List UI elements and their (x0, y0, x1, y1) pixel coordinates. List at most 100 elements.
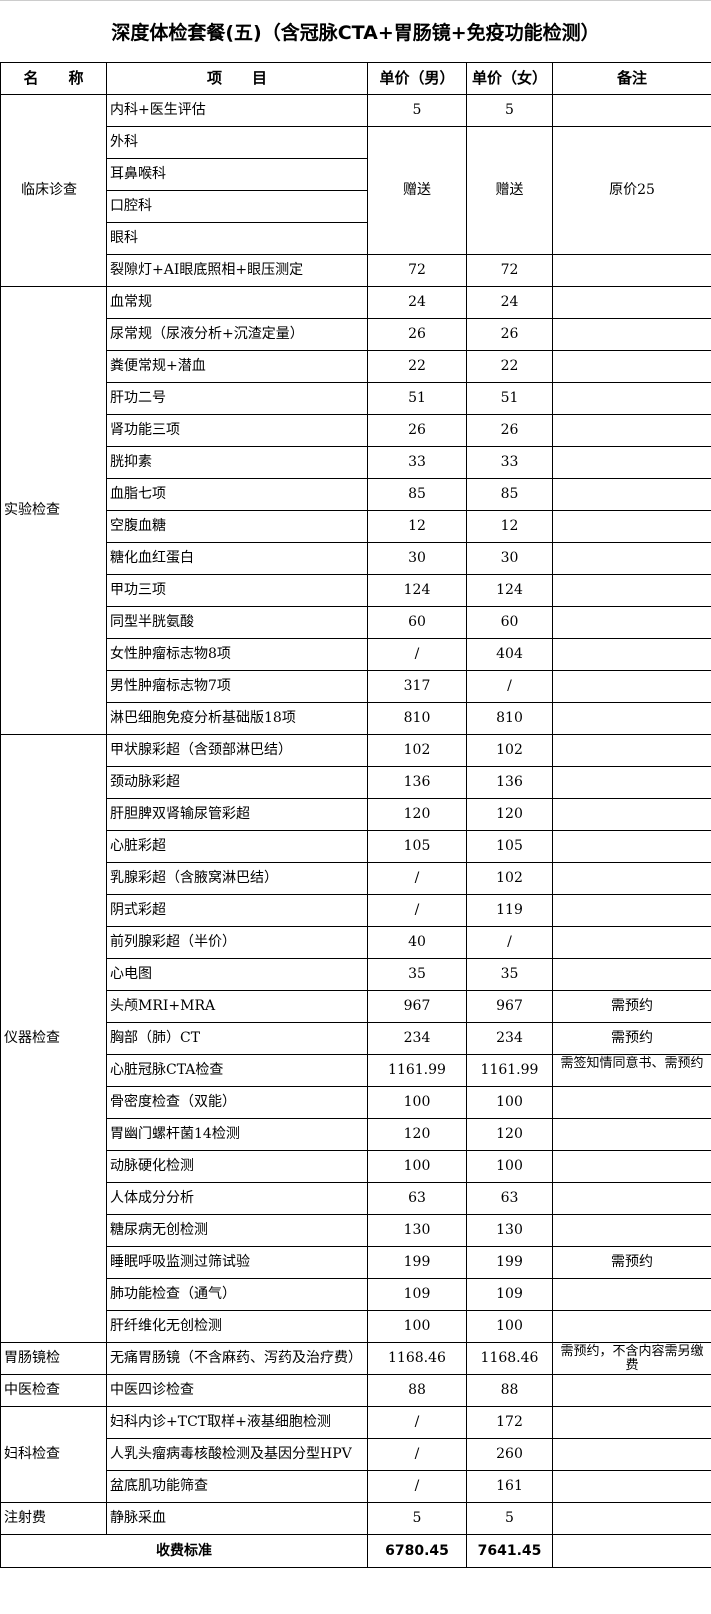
item-cell: 肝纤维化无创检测 (106, 1310, 368, 1343)
table-row: 盆底肌功能筛查/161 (1, 1470, 711, 1503)
table-row: 颈动脉彩超 136 136 (1, 766, 711, 799)
male-price-cell: 124 (367, 574, 467, 607)
male-price-cell: 60 (367, 606, 467, 639)
item-cell: 耳鼻喉科 (106, 158, 368, 191)
female-price-cell: 51 (466, 382, 553, 415)
table-row: 骨密度检查（双能） 100 100 (1, 1086, 711, 1119)
item-cell: 糖化血红蛋白 (106, 542, 368, 575)
item-cell: 盆底肌功能筛查 (106, 1470, 368, 1503)
item-cell: 肺功能检查（通气） (106, 1278, 368, 1311)
male-price-cell: 51 (367, 382, 467, 415)
item-cell: 肝胆脾双肾输尿管彩超 (106, 798, 368, 831)
note-cell (552, 798, 711, 831)
note-cell (552, 414, 711, 447)
note-cell (552, 542, 711, 575)
item-cell: 口腔科 (106, 190, 368, 223)
male-price-cell: 85 (367, 478, 467, 511)
note-cell (552, 254, 711, 287)
table-row: 胃幽门螺杆菌14检测 120 120 (1, 1118, 711, 1151)
female-price-cell: 5 (466, 94, 553, 127)
table-row: 胃肠镜检 无痛胃肠镜（不含麻药、泻药及治疗费） 1168.46 1168.46 需预约，… (0, 1342, 711, 1375)
note-cell (552, 286, 711, 319)
male-price-cell: 100 (367, 1150, 467, 1183)
female-price-cell: 72 (466, 254, 553, 287)
note-cell (552, 1438, 711, 1471)
item-cell: 动脉硬化检测 (106, 1150, 368, 1183)
note-cell (552, 574, 711, 607)
item-cell: 人乳头瘤病毒核酸检测及基因分型HPV (106, 1438, 368, 1471)
male-price-cell: 102 (367, 734, 467, 767)
item-cell: 胃幽门螺杆菌14检测 (106, 1118, 368, 1151)
male-price-cell: 33 (367, 446, 467, 479)
category-cell: 中医检查 (0, 1374, 107, 1407)
table-row: 前列腺彩超（半价） 40/ (1, 926, 711, 959)
female-price-cell: 35 (466, 958, 553, 991)
table-row: 心脏彩超 105 105 (1, 830, 711, 863)
female-price-cell: 100 (466, 1086, 553, 1119)
female-price-cell: 120 (466, 1118, 553, 1151)
female-price-cell: 24 (466, 286, 553, 319)
page-title: 深度体检套餐(五)（含冠脉CTA+胃肠镜+免疫功能检测） (0, 0, 711, 62)
male-price-cell: 26 (367, 414, 467, 447)
female-price-cell: 124 (466, 574, 553, 607)
total-note (552, 1534, 711, 1568)
note-cell (552, 638, 711, 671)
item-cell: 心脏冠脉CTA检查 (106, 1054, 368, 1087)
male-price-cell: 967 (367, 990, 467, 1023)
male-price-cell: 105 (367, 830, 467, 863)
female-price-cell: / (466, 670, 553, 703)
table-row: 男性肿瘤标志物7项 317/ (1, 670, 711, 703)
note-cell (552, 1086, 711, 1119)
female-price-cell: 810 (466, 702, 553, 735)
male-price-cell: 5 (367, 1502, 467, 1535)
item-cell: 甲功三项 (106, 574, 368, 607)
table-row: 乳腺彩超（含腋窝淋巴结）/102 (1, 862, 711, 895)
note-cell (552, 1502, 711, 1535)
item-cell: 前列腺彩超（半价） (106, 926, 368, 959)
note-cell (552, 862, 711, 895)
item-cell: 粪便常规+潜血 (106, 350, 368, 383)
table-row: 心电图 35 35 (1, 958, 711, 991)
note-cell (552, 1182, 711, 1215)
male-price-cell: 30 (367, 542, 467, 575)
female-price-cell: 1161.99 (466, 1054, 553, 1087)
female-price-cell: 5 (466, 1502, 553, 1535)
note-cell (552, 1214, 711, 1247)
item-cell: 同型半胱氨酸 (106, 606, 368, 639)
female-price-cell: 26 (466, 318, 553, 351)
note-cell (552, 606, 711, 639)
male-price-cell: 100 (367, 1310, 467, 1343)
note-cell: 需预约 (552, 990, 711, 1023)
header-note: 备注 (552, 62, 711, 95)
header-male-price: 单价（男） (367, 62, 467, 95)
note-cell (552, 702, 711, 735)
item-cell: 血脂七项 (106, 478, 368, 511)
table-row: 淋巴细胞免疫分析基础版18项 810 810 (1, 702, 711, 735)
note-cell: 需预约，不含内容需另缴费 (552, 1342, 711, 1375)
male-price-cell: 120 (367, 1118, 467, 1151)
male-price-cell: 赠送 (367, 126, 467, 255)
female-price-cell: 120 (466, 798, 553, 831)
note-cell (552, 1406, 711, 1439)
note-cell (552, 1150, 711, 1183)
female-price-cell: 33 (466, 446, 553, 479)
table-row: 糖化血红蛋白 30 30 (1, 542, 711, 575)
female-price-cell: 100 (466, 1310, 553, 1343)
male-price-cell: 24 (367, 286, 467, 319)
note-cell (552, 1470, 711, 1503)
male-price-cell: 100 (367, 1086, 467, 1119)
item-cell: 甲状腺彩超（含颈部淋巴结） (106, 734, 368, 767)
male-price-cell: / (367, 862, 467, 895)
item-cell: 无痛胃肠镜（不含麻药、泻药及治疗费） (106, 1342, 368, 1375)
note-cell (552, 1118, 711, 1151)
female-price-cell: / (466, 926, 553, 959)
table-row: 糖尿病无创检测 130 130 (1, 1214, 711, 1247)
table-row: 同型半胱氨酸 60 60 (1, 606, 711, 639)
total-female: 7641.45 (466, 1534, 553, 1568)
item-cell: 心脏彩超 (106, 830, 368, 863)
male-price-cell: 136 (367, 766, 467, 799)
male-price-cell: 72 (367, 254, 467, 287)
item-cell: 淋巴细胞免疫分析基础版18项 (106, 702, 368, 735)
note-cell: 需预约 (552, 1246, 711, 1279)
note-cell (552, 350, 711, 383)
